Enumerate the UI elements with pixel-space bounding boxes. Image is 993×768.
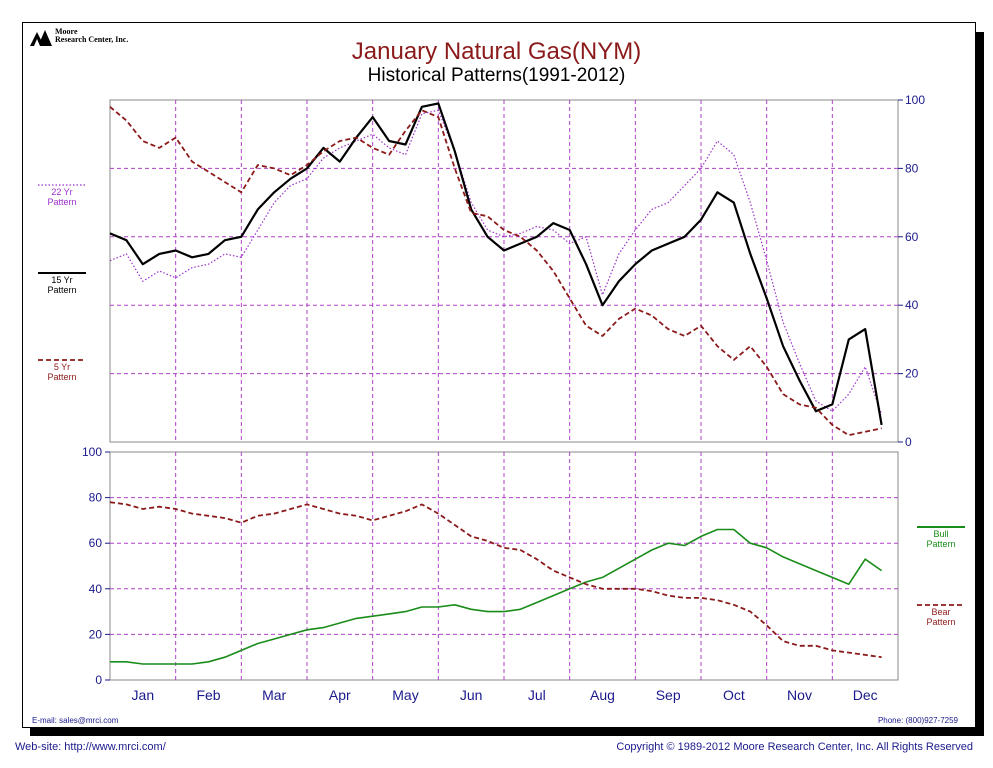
x-tick-label: Feb	[196, 687, 220, 703]
x-tick-label: Oct	[723, 687, 745, 703]
y-tick-label: 0	[95, 673, 102, 687]
y-tick-label: 0	[905, 435, 912, 449]
brand-name: Moore Research Center, Inc.	[55, 28, 128, 44]
y-tick-label: 20	[89, 627, 103, 641]
x-tick-label: Jul	[528, 687, 546, 703]
x-tick-label: Jun	[460, 687, 483, 703]
legend-5yr: 5 Yr Pattern	[47, 362, 77, 382]
brand-name-line2: Research Center, Inc.	[55, 35, 129, 44]
x-tick-label: Sep	[656, 687, 681, 703]
y-tick-label: 40	[905, 298, 919, 312]
footer-copyright: Copyright © 1989-2012 Moore Research Cen…	[616, 741, 973, 753]
series-line-15-yr-pattern	[109, 102, 883, 426]
legend-15yr: 15 Yr Pattern	[47, 275, 77, 295]
footer-phone: Phone: (800)927-7259	[877, 716, 958, 725]
y-tick-label: 60	[89, 536, 103, 550]
x-tick-label: Nov	[787, 687, 812, 703]
chart-title: January Natural Gas(NYM)	[351, 38, 642, 65]
chart-card	[22, 22, 976, 728]
legend-bull: Bull Pattern	[926, 529, 956, 549]
legend-bear: Bear Pattern	[926, 607, 956, 627]
series-line-5-yr-pattern	[109, 106, 882, 437]
x-tick-label: Mar	[262, 687, 286, 703]
chart-subtitle: Historical Patterns(1991-2012)	[367, 65, 626, 86]
series-line-22-yr-pattern	[109, 109, 883, 415]
y-tick-label: 100	[82, 445, 102, 459]
x-tick-label: Apr	[329, 687, 351, 703]
legend-22yr: 22 Yr Pattern	[47, 187, 77, 207]
moore-logo-icon	[30, 30, 52, 46]
x-tick-label: Jan	[132, 687, 155, 703]
footer-website: Web-site: http://www.mrci.com/	[15, 741, 166, 753]
y-tick-label: 100	[905, 93, 925, 107]
x-tick-label: May	[392, 687, 418, 703]
footer-email: E-mail: sales@mrci.com	[32, 716, 119, 725]
brand-name-line1: Moore	[55, 27, 78, 36]
y-tick-label: 80	[89, 491, 103, 505]
series-line-bull-pattern	[110, 528, 883, 665]
y-tick-label: 80	[905, 161, 919, 175]
x-tick-label: Aug	[590, 687, 615, 703]
y-tick-label: 60	[905, 230, 919, 244]
y-tick-label: 40	[89, 582, 103, 596]
x-tick-label: Dec	[853, 687, 878, 703]
y-tick-label: 20	[905, 367, 919, 381]
series-line-bear-pattern	[109, 501, 882, 659]
